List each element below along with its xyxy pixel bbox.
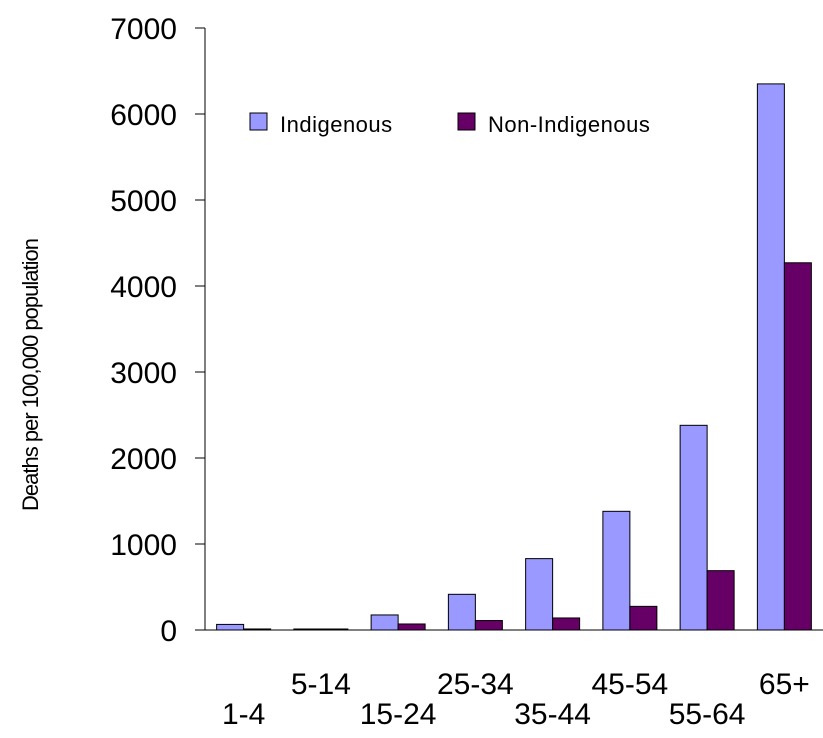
bar-non-indigenous-65+ [783, 262, 812, 631]
bar-indigenous-45-54 [602, 510, 631, 631]
x-tick-label: 35-44 [514, 698, 591, 731]
bar-non-indigenous-55-64 [706, 570, 735, 631]
axes [204, 28, 823, 631]
bar-non-indigenous-25-34 [474, 620, 503, 631]
y-tick-label: 4000 [110, 271, 177, 304]
y-tick-label: 6000 [110, 99, 177, 132]
legend-label: Non-Indigenous [488, 112, 650, 137]
bar-indigenous-65+ [756, 83, 785, 631]
bar-indigenous-1-4 [216, 623, 245, 631]
y-tick-label: 1000 [110, 529, 177, 562]
bar-non-indigenous-15-24 [397, 623, 426, 631]
legend: Indigenous Non-Indigenous [249, 112, 650, 137]
x-tick-label: 55-64 [669, 698, 746, 731]
y-tick-label: 3000 [110, 357, 177, 390]
legend-swatch-indigenous [249, 112, 268, 131]
bars [216, 83, 812, 631]
bar-indigenous-55-64 [679, 424, 708, 631]
bar-non-indigenous-45-54 [629, 605, 658, 631]
legend-label: Indigenous [280, 112, 393, 137]
x-tick-label: 65+ [759, 668, 810, 701]
legend-swatch-non-indigenous [457, 112, 476, 131]
x-tick-label: 45-54 [592, 668, 669, 701]
bar-indigenous-25-34 [447, 593, 476, 631]
x-tick-label: 1-4 [222, 698, 265, 731]
x-tick-label: 25-34 [437, 668, 514, 701]
bar-indigenous-15-24 [370, 614, 399, 631]
bar-indigenous-35-44 [525, 558, 554, 631]
bar-non-indigenous-35-44 [552, 617, 581, 631]
x-tick-label: 15-24 [360, 698, 437, 731]
y-axis-ticks: 0 1000 2000 3000 4000 5000 6000 7000 [110, 13, 205, 648]
y-tick-label: 5000 [110, 185, 177, 218]
y-tick-label: 2000 [110, 443, 177, 476]
y-axis-label: Deaths per 100,000 population [18, 239, 43, 511]
y-tick-label: 7000 [110, 13, 177, 46]
x-tick-label: 5-14 [291, 668, 351, 701]
y-tick-label: 0 [160, 615, 177, 648]
